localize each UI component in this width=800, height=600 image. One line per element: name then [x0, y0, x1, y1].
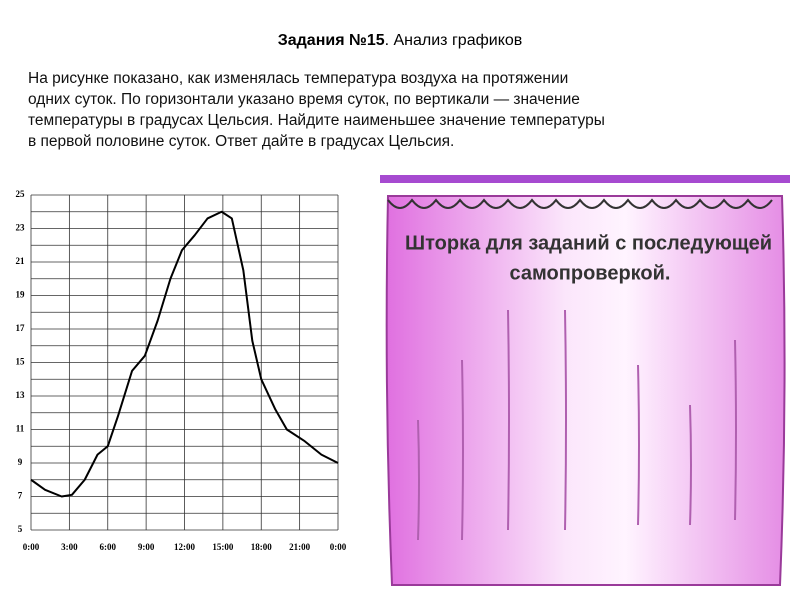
x-tick-label: 15:00	[212, 542, 233, 552]
x-tick-label: 3:00	[61, 542, 78, 552]
text-line: в первой половине суток. Ответ дайте в г…	[28, 133, 455, 150]
x-tick-label: 21:00	[289, 542, 310, 552]
y-tick-label: 11	[16, 424, 25, 434]
y-tick-label: 13	[16, 390, 26, 400]
text-line: На рисунке показано, как изменялась темп…	[28, 70, 569, 87]
text-line: температуры в градусах Цельсия. Найдите …	[28, 112, 605, 129]
y-tick-label: 19	[16, 290, 26, 300]
y-tick-label: 9	[18, 457, 23, 467]
y-tick-label: 7	[18, 491, 23, 501]
x-tick-label: 6:00	[100, 542, 117, 552]
y-tick-label: 25	[16, 189, 26, 199]
curtain-rod	[380, 175, 790, 183]
y-tick-label: 23	[16, 223, 26, 233]
temperature-line	[30, 210, 339, 498]
y-tick-label: 21	[16, 256, 26, 266]
y-tick-label: 5	[18, 524, 23, 534]
curtain-text: Шторка для заданий с последующей	[405, 232, 772, 254]
x-tick-label: 0:00	[23, 542, 40, 552]
curtain-folds	[417, 309, 737, 541]
title-bold: Задания №15	[277, 32, 385, 49]
x-tick-label: 0:00	[330, 542, 347, 552]
text-line: одних суток. По горизонтали указано врем…	[28, 91, 580, 108]
x-tick-label: 18:00	[251, 542, 272, 552]
x-tick-label: 9:00	[138, 542, 155, 552]
task-text: На рисунке показано, как изменялась темп…	[28, 68, 605, 152]
y-tick-label: 17	[16, 323, 26, 333]
curtain-cloth	[385, 195, 786, 586]
curtain-text: самопроверкой.	[510, 262, 671, 284]
x-tick-label: 12:00	[174, 542, 195, 552]
curtain-scallops	[387, 198, 773, 209]
slide-title: Задания №15. Анализ графиков	[0, 32, 800, 50]
title-rest: . Анализ графиков	[384, 32, 523, 49]
y-tick-label: 15	[16, 357, 26, 367]
